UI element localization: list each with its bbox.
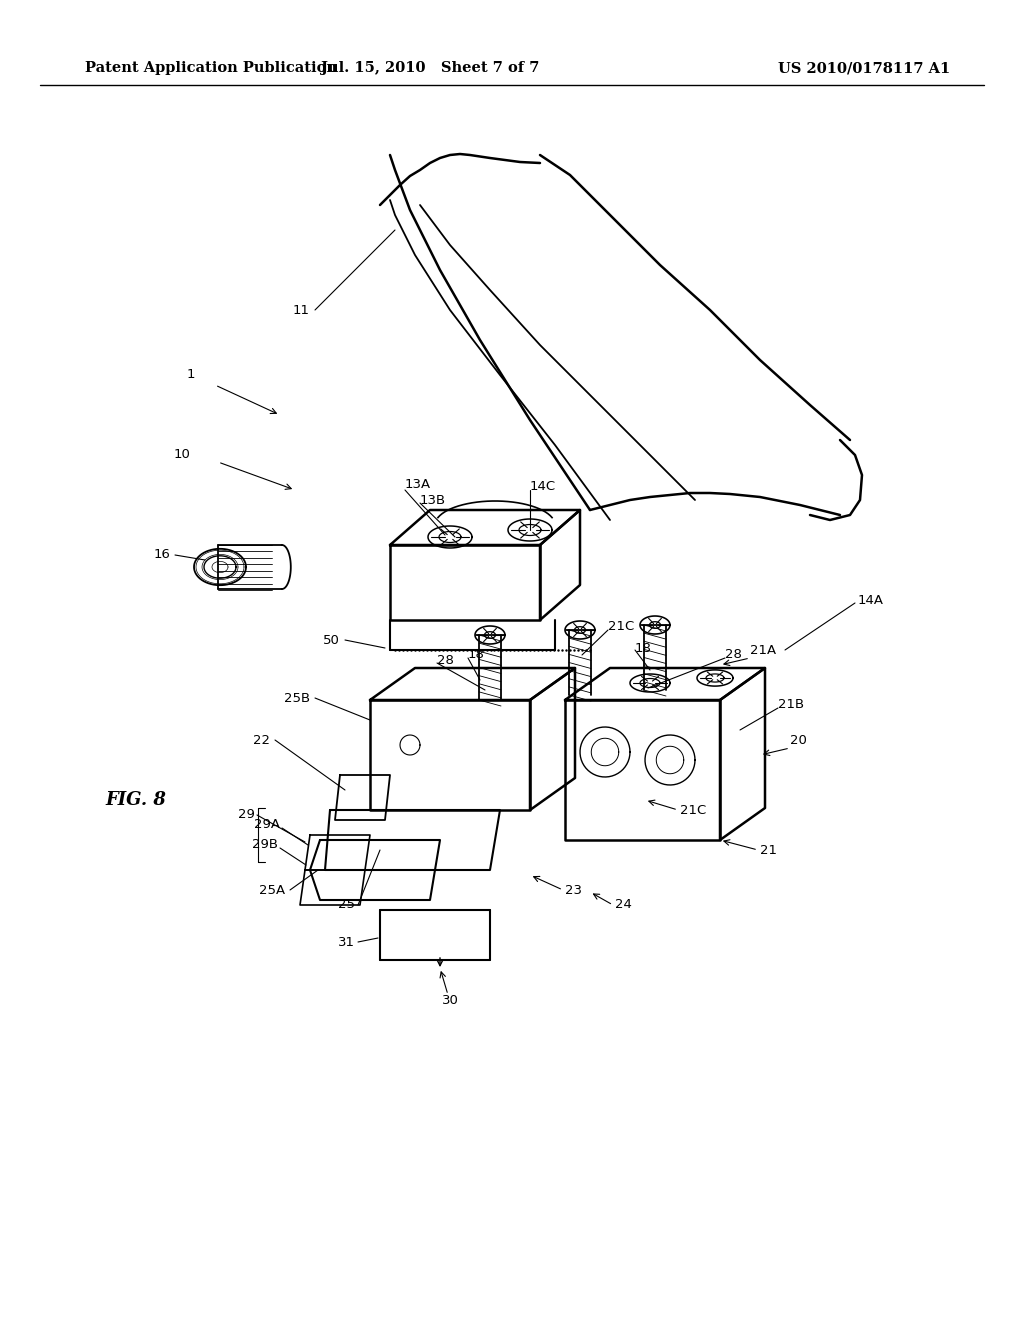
Text: 25A: 25A — [259, 883, 285, 896]
Text: Patent Application Publication: Patent Application Publication — [85, 61, 337, 75]
Text: 28: 28 — [437, 653, 454, 667]
Text: 14C: 14C — [530, 480, 556, 494]
Text: 29: 29 — [239, 808, 255, 821]
Text: 21B: 21B — [778, 698, 804, 711]
Text: 13B: 13B — [420, 494, 446, 507]
Text: 18: 18 — [635, 642, 652, 655]
Text: 24: 24 — [615, 899, 632, 912]
Text: 16: 16 — [154, 549, 170, 561]
Text: 22: 22 — [253, 734, 270, 747]
Text: 18: 18 — [468, 648, 485, 661]
Text: 31: 31 — [338, 936, 355, 949]
Text: 10: 10 — [173, 449, 190, 462]
Text: 13A: 13A — [406, 479, 431, 491]
Text: 25B: 25B — [284, 692, 310, 705]
Text: US 2010/0178117 A1: US 2010/0178117 A1 — [778, 61, 950, 75]
Text: 14A: 14A — [858, 594, 884, 606]
Text: 29A: 29A — [254, 818, 280, 832]
Text: FIG. 8: FIG. 8 — [105, 791, 166, 809]
Text: 20: 20 — [790, 734, 807, 747]
Text: 21A: 21A — [750, 644, 776, 656]
Text: 21C: 21C — [608, 620, 634, 634]
Text: 30: 30 — [441, 994, 459, 1006]
Text: 11: 11 — [293, 304, 310, 317]
Text: 21C: 21C — [680, 804, 707, 817]
Text: 50: 50 — [324, 634, 340, 647]
Text: 21: 21 — [760, 843, 777, 857]
Text: Jul. 15, 2010   Sheet 7 of 7: Jul. 15, 2010 Sheet 7 of 7 — [321, 61, 540, 75]
Text: 23: 23 — [565, 883, 582, 896]
Text: 29B: 29B — [252, 838, 278, 851]
Text: 25: 25 — [338, 899, 355, 912]
Text: 1: 1 — [186, 368, 195, 381]
Text: 28: 28 — [725, 648, 741, 661]
